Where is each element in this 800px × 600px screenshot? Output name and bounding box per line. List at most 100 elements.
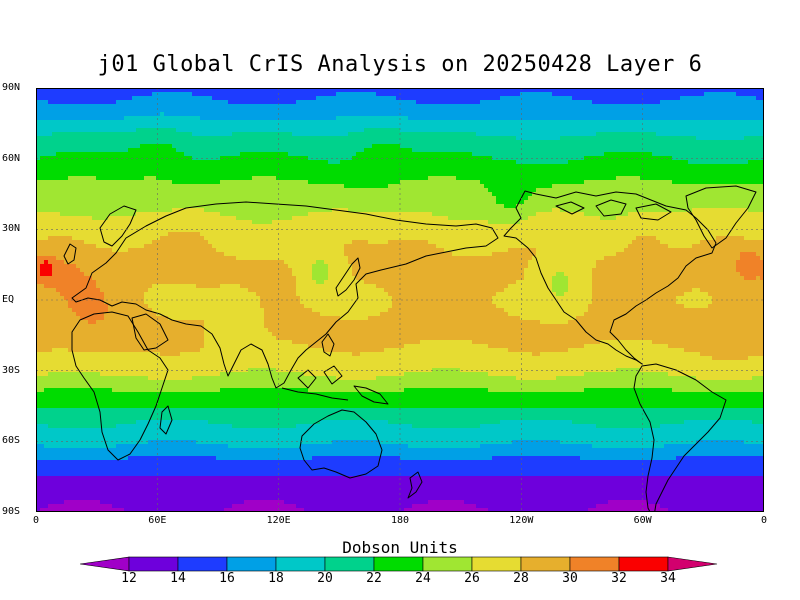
field-cell bbox=[512, 148, 517, 153]
field-cell bbox=[36, 180, 41, 185]
field-cell bbox=[44, 176, 49, 181]
field-cell bbox=[60, 128, 65, 133]
field-cell bbox=[84, 184, 89, 189]
field-cell bbox=[692, 104, 697, 109]
field-cell bbox=[524, 100, 529, 105]
field-cell bbox=[84, 104, 89, 109]
field-cell bbox=[672, 112, 677, 117]
field-cell bbox=[72, 176, 77, 181]
field-cell bbox=[88, 96, 93, 101]
field-cell bbox=[564, 120, 569, 125]
field-cell bbox=[292, 156, 297, 161]
field-cell bbox=[112, 172, 117, 177]
field-cell bbox=[168, 180, 173, 185]
field-cell bbox=[684, 172, 689, 177]
field-cell bbox=[472, 92, 477, 97]
field-cell bbox=[760, 180, 764, 185]
field-cell bbox=[688, 104, 693, 109]
field-cell bbox=[648, 104, 653, 109]
field-cell bbox=[116, 116, 121, 121]
field-cell bbox=[48, 104, 53, 109]
field-cell bbox=[88, 104, 93, 109]
field-cell bbox=[248, 164, 253, 169]
field-cell bbox=[616, 104, 621, 109]
field-cell bbox=[692, 192, 697, 197]
field-cell bbox=[532, 184, 537, 189]
field-cell bbox=[596, 108, 601, 113]
field-cell bbox=[340, 92, 345, 97]
field-cell bbox=[540, 168, 545, 173]
field-cell bbox=[160, 192, 165, 197]
field-cell bbox=[160, 100, 165, 105]
field-cell bbox=[68, 192, 73, 197]
field-cell bbox=[172, 164, 177, 169]
field-cell bbox=[744, 184, 749, 189]
field-cell bbox=[616, 136, 621, 141]
field-cell bbox=[436, 108, 441, 113]
field-cell bbox=[156, 124, 161, 129]
field-cell bbox=[104, 96, 109, 101]
field-cell bbox=[428, 176, 433, 181]
field-cell bbox=[264, 112, 269, 117]
field-cell bbox=[668, 120, 673, 125]
field-cell bbox=[36, 196, 41, 201]
field-cell bbox=[556, 100, 561, 105]
field-cell bbox=[652, 152, 657, 157]
field-cell bbox=[52, 136, 57, 141]
field-cell bbox=[760, 192, 764, 197]
field-cell bbox=[224, 156, 229, 161]
field-cell bbox=[84, 100, 89, 105]
field-cell bbox=[64, 120, 69, 125]
field-cell bbox=[140, 176, 145, 181]
field-cell bbox=[448, 96, 453, 101]
field-cell bbox=[384, 192, 389, 197]
field-cell bbox=[500, 92, 505, 97]
field-cell bbox=[408, 116, 413, 121]
field-cell bbox=[100, 140, 105, 145]
field-cell bbox=[664, 148, 669, 153]
field-cell bbox=[320, 176, 325, 181]
field-cell bbox=[632, 180, 637, 185]
field-cell bbox=[316, 136, 321, 141]
field-cell bbox=[320, 132, 325, 137]
field-cell bbox=[132, 120, 137, 125]
field-cell bbox=[316, 128, 321, 133]
field-cell bbox=[64, 148, 69, 153]
field-cell bbox=[292, 176, 297, 181]
field-cell bbox=[508, 176, 513, 181]
field-cell bbox=[244, 108, 249, 113]
field-cell bbox=[724, 172, 729, 177]
field-cell bbox=[720, 160, 725, 165]
field-cell bbox=[496, 188, 501, 193]
field-cell bbox=[176, 92, 181, 97]
field-cell bbox=[728, 112, 733, 117]
field-cell bbox=[484, 168, 489, 173]
field-cell bbox=[60, 92, 65, 97]
field-cell bbox=[504, 168, 509, 173]
field-cell bbox=[740, 144, 745, 149]
field-cell bbox=[116, 140, 121, 145]
field-cell bbox=[148, 156, 153, 161]
field-cell bbox=[132, 124, 137, 129]
field-cell bbox=[260, 88, 265, 93]
field-cell bbox=[128, 164, 133, 169]
field-cell bbox=[332, 144, 337, 149]
field-cell bbox=[296, 88, 301, 93]
field-cell bbox=[320, 196, 325, 201]
field-cell bbox=[400, 136, 405, 141]
field-cell bbox=[64, 112, 69, 117]
field-cell bbox=[556, 192, 561, 197]
field-cell bbox=[508, 128, 513, 133]
field-cell bbox=[132, 188, 137, 193]
field-cell bbox=[164, 164, 169, 169]
field-cell bbox=[588, 172, 593, 177]
field-cell bbox=[448, 164, 453, 169]
field-cell bbox=[500, 180, 505, 185]
field-cell bbox=[748, 152, 753, 157]
field-cell bbox=[136, 148, 141, 153]
field-cell bbox=[616, 176, 621, 181]
field-cell bbox=[272, 148, 277, 153]
field-cell bbox=[44, 144, 49, 149]
field-cell bbox=[392, 116, 397, 121]
field-cell bbox=[584, 132, 589, 137]
